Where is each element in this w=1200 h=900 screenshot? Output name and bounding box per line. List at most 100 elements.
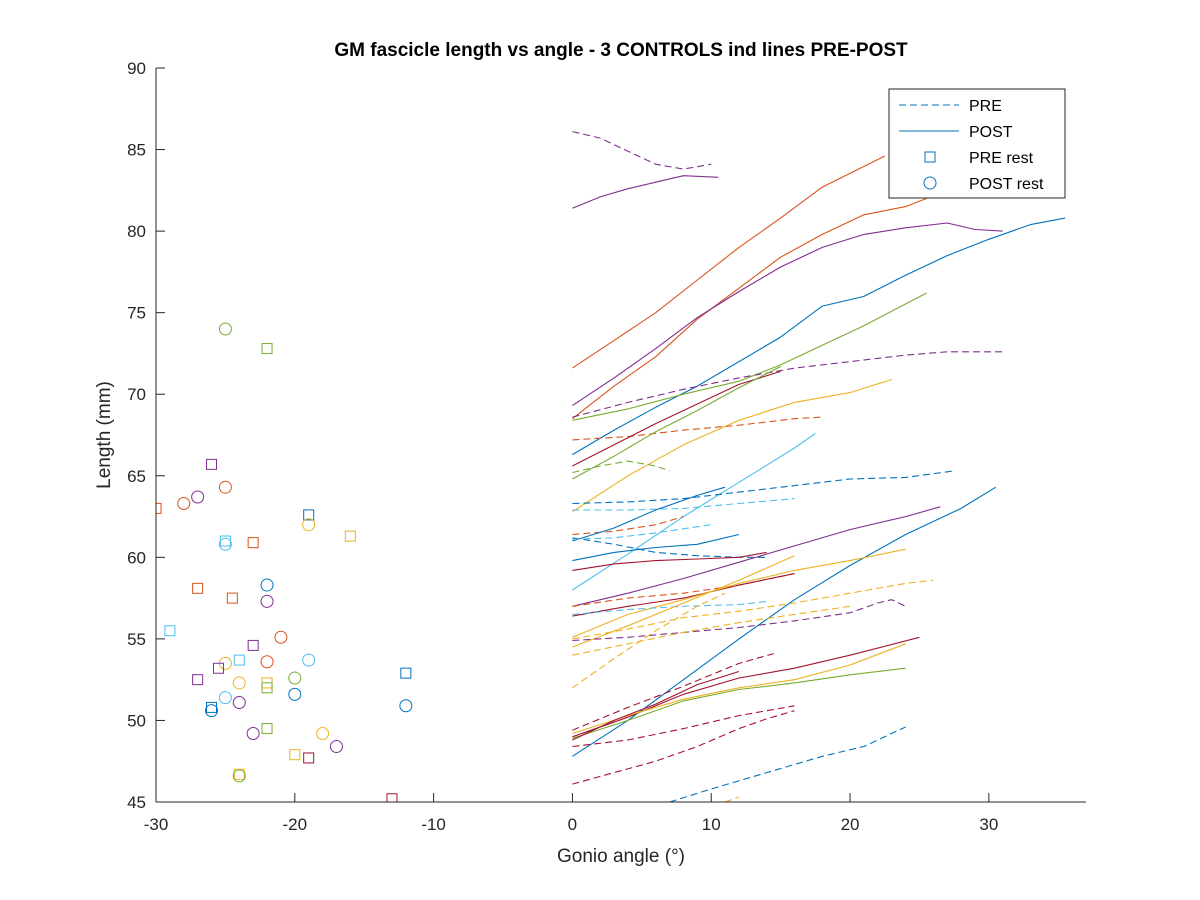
pre-series-line-18 [572,537,767,558]
y-tick-label: 45 [127,793,146,812]
pre-rest-point-12 [247,537,259,549]
x-tick-label: 10 [702,815,721,834]
rest-markers [156,322,413,802]
pre-rest-point-3 [206,458,218,470]
pre-rest-point-37 [261,723,273,735]
legend-post-label: POST [969,124,1013,141]
pre-rest-point-0 [156,502,162,514]
post-series-line-13 [572,432,816,591]
pre-rest-point-25 [400,667,412,679]
pre-rest-point-20 [233,654,245,666]
chart-title: GM fascicle length vs angle - 3 CONTROLS… [334,40,908,61]
pre-rest-point-45 [386,793,398,802]
pre-rest-point-30 [261,682,273,694]
post-series-line-20 [572,533,740,562]
post-rest-point-18 [274,630,288,644]
pre-rest-point-7 [303,509,315,521]
legend-pre-rest-marker [924,151,936,163]
y-axis-label: Length (mm) [94,381,115,489]
post-rest-point-8 [302,518,316,532]
post-rest-point-32 [218,691,232,705]
pre-series-line-7 [572,351,1003,418]
post-rest-point-22 [302,653,316,667]
y-tick-label: 60 [127,548,146,567]
post-rest-point-40 [329,740,343,754]
pre-series-line-27 [572,600,767,615]
post-rest-point-34 [399,699,413,713]
post-rest-point-38 [246,726,260,740]
y-tick-label: 85 [127,141,146,160]
post-series-line-10 [572,370,781,467]
post-series-line-37 [572,670,740,741]
pre-series-line-40 [669,726,906,802]
legend-box [888,88,1066,199]
post-series-line-23 [572,486,997,757]
y-tick-label: 65 [127,467,146,486]
pre-series-line-19 [572,524,712,540]
pre-series-line-32 [572,605,851,656]
post-rest-point-2 [191,490,205,504]
post-series-line-2 [572,155,885,369]
pre-rest-point-19 [247,639,259,651]
ticks: -30 -20 -10 0 10 20 30 45 50 55 60 65 70 75 80 85 90 [127,59,998,834]
post-rest-point-27 [288,671,302,685]
post-series-line-11 [572,366,781,480]
post-rest-point-5 [218,322,232,336]
pre-series-line-31 [572,592,726,689]
post-rest-point-39 [316,726,330,740]
pre-rest-point-6 [261,343,273,355]
y-tick-label: 75 [127,304,146,323]
pre-series-line-38 [572,705,795,748]
legend-pre-rest-label: PRE rest [969,150,1034,167]
x-axis-label: Gonio angle (°) [557,846,685,867]
legend: PRE POST PRE rest POST rest [888,88,1066,199]
post-series-line-25 [572,573,795,617]
axes [155,68,1086,803]
pre-rest-point-24 [212,662,224,674]
pre-rest-point-26 [192,674,204,686]
post-rest-point-14 [260,578,274,592]
y-tick-label: 70 [127,385,146,404]
post-series-line-17 [572,486,726,542]
post-series-line-34 [572,636,920,738]
pre-rest-point-42 [303,752,315,764]
y-tick-label: 55 [127,630,146,649]
pre-rest-point-9 [344,530,356,542]
post-rest-point-4 [218,480,232,494]
post-rest-point-33 [232,696,246,710]
post-series-line-5 [572,217,1066,456]
post-series-line-6 [572,292,927,421]
pre-rest-point-43 [233,768,245,780]
y-tick-label: 90 [127,59,146,78]
post-series-line-33 [572,667,906,739]
post-rest-point-28 [232,676,246,690]
post-rest-point-21 [260,655,274,669]
series-lines [572,131,1066,802]
post-series-line-4 [572,222,1003,407]
y-tick-label: 50 [127,711,146,730]
post-series-line-8 [572,378,892,513]
x-tick-label: -30 [144,815,169,834]
post-series-line-35 [572,643,906,735]
post-rest-point-16 [260,594,274,608]
pre-rest-point-17 [164,625,176,637]
pre-series-line-9 [572,416,823,441]
legend-post-rest-label: POST rest [969,176,1044,193]
x-tick-label: 20 [841,815,860,834]
pre-series-line-24 [572,573,795,607]
pre-series-line-36 [572,653,774,731]
post-rest-point-31 [288,687,302,701]
x-tick-label: -10 [421,815,446,834]
post-series-line-3 [572,197,927,420]
post-rest-point-36 [205,704,219,718]
pre-rest-point-15 [226,592,238,604]
pre-series-line-30 [572,599,906,642]
legend-pre-label: PRE [969,98,1002,115]
post-rest-point-1 [177,497,191,511]
post-series-line-26 [572,548,906,638]
pre-series-line-14 [572,470,955,505]
x-tick-label: 0 [568,815,577,834]
pre-series-line-0 [572,131,712,170]
post-series-line-21 [572,551,767,571]
